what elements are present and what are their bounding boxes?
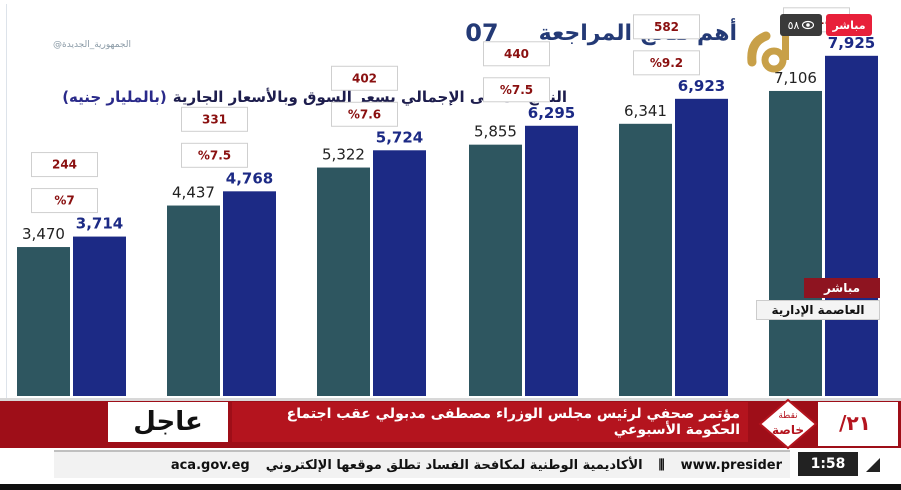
difference-box bbox=[633, 14, 700, 40]
ticker-item: الأكاديمية الوطنية لمكافحة الفساد تطلق م… bbox=[265, 457, 643, 473]
chart-unit: (بالمليار جنيه) bbox=[62, 88, 167, 106]
difference-pct-box bbox=[31, 188, 98, 214]
viewer-count-value: ٥٨ bbox=[787, 18, 800, 32]
difference-box bbox=[181, 106, 248, 132]
value-label-revised: 6,923 bbox=[678, 77, 725, 95]
ticker-item: www.presider bbox=[680, 457, 782, 473]
difference-pct: %7.5 bbox=[198, 148, 231, 162]
difference-pct-box bbox=[633, 50, 700, 76]
difference-pct: %7.6 bbox=[348, 107, 381, 121]
bar-previous bbox=[167, 205, 220, 396]
value-label-previous: 3,470 bbox=[22, 225, 65, 243]
channel-logo-icon bbox=[747, 30, 789, 73]
bar-previous bbox=[619, 123, 672, 397]
bar-previous bbox=[317, 167, 370, 396]
ticker-separator: ⫼ bbox=[658, 457, 665, 473]
special-badge-top: نقطة bbox=[778, 411, 797, 421]
value-label-revised: 3,714 bbox=[76, 215, 123, 233]
bar-revised bbox=[525, 125, 578, 397]
bar-revised bbox=[373, 150, 426, 396]
value-label-previous: 7,106 bbox=[774, 69, 817, 87]
difference-pct: %7 bbox=[54, 194, 74, 208]
location-live-label: مباشر bbox=[804, 278, 880, 298]
difference-pct: %7.5 bbox=[500, 83, 533, 97]
value-label-previous: 6,341 bbox=[624, 102, 667, 120]
gdp-bar-chart: 3,470 4,437 5,322 5,855 6,341 7,106 3,714 4,768… bbox=[17, 7, 878, 397]
date-display: ٢١/ bbox=[839, 411, 871, 435]
bar-previous bbox=[469, 144, 522, 396]
difference-value: 582 bbox=[654, 20, 679, 34]
difference-pct-box bbox=[181, 142, 248, 168]
value-label-revised: 4,768 bbox=[226, 169, 273, 187]
difference-pct: %9.2 bbox=[650, 56, 683, 70]
viewer-count: ٥٨ bbox=[780, 14, 822, 36]
difference-pct-box bbox=[331, 101, 398, 127]
value-label-revised: 7,925 bbox=[828, 34, 875, 52]
ticker-item: aca.gov.eg bbox=[170, 457, 250, 473]
bar-revised bbox=[825, 55, 878, 397]
channel-watermark: @الجمهورية_الجديدة bbox=[53, 40, 131, 50]
bar-revised bbox=[223, 191, 276, 396]
difference-pct-box bbox=[483, 77, 550, 103]
special-badge-bottom: خاصة bbox=[772, 423, 804, 437]
live-status: ٥٨ مباشر bbox=[780, 14, 874, 36]
bar-revised bbox=[73, 236, 126, 396]
location-name: العاصمة الإدارية bbox=[756, 300, 880, 320]
clock: 1:58 bbox=[798, 452, 858, 476]
difference-value: 331 bbox=[202, 112, 227, 126]
value-label-previous: 4,437 bbox=[172, 184, 215, 202]
difference-box bbox=[31, 152, 98, 178]
playback-corner-icon bbox=[862, 454, 882, 474]
difference-box bbox=[331, 65, 398, 91]
bar-revised bbox=[675, 98, 728, 396]
value-label-revised: 5,724 bbox=[376, 128, 423, 146]
breaking-headline: مؤتمر صحفي لرئيس مجلس الوزراء مصطفى مدبو… bbox=[232, 402, 748, 442]
value-label-revised: 6,295 bbox=[528, 104, 575, 122]
value-label-previous: 5,855 bbox=[474, 123, 517, 141]
presentation-slide: أهم نتائج المراجعة 07 @الجمهورية_الجديدة… bbox=[6, 4, 888, 400]
difference-value: 440 bbox=[504, 47, 529, 61]
value-label-previous: 5,322 bbox=[322, 146, 365, 164]
news-ticker: www.presider ⫼ الأكاديمية الوطنية لمكافح… bbox=[54, 450, 790, 478]
difference-box bbox=[483, 41, 550, 67]
bar-previous bbox=[17, 247, 70, 396]
difference-value: 402 bbox=[352, 71, 377, 85]
chart-subtitle-text: الناتج المحلى الإجمالي بسعر السوق وبالأس… bbox=[172, 88, 567, 106]
eye-icon bbox=[802, 20, 815, 30]
live-badge: مباشر bbox=[826, 14, 872, 36]
location-tag: مباشر العاصمة الإدارية bbox=[750, 278, 884, 322]
chart-subtitle: الناتج المحلى الإجمالي بسعر السوق وبالأس… bbox=[47, 84, 567, 110]
bar-previous bbox=[769, 90, 822, 397]
special-program-badge: نقطة خاصة bbox=[758, 398, 818, 450]
bottom-strip bbox=[0, 484, 901, 490]
urgent-label: عاجل bbox=[108, 402, 228, 442]
difference-value: 244 bbox=[52, 158, 77, 172]
